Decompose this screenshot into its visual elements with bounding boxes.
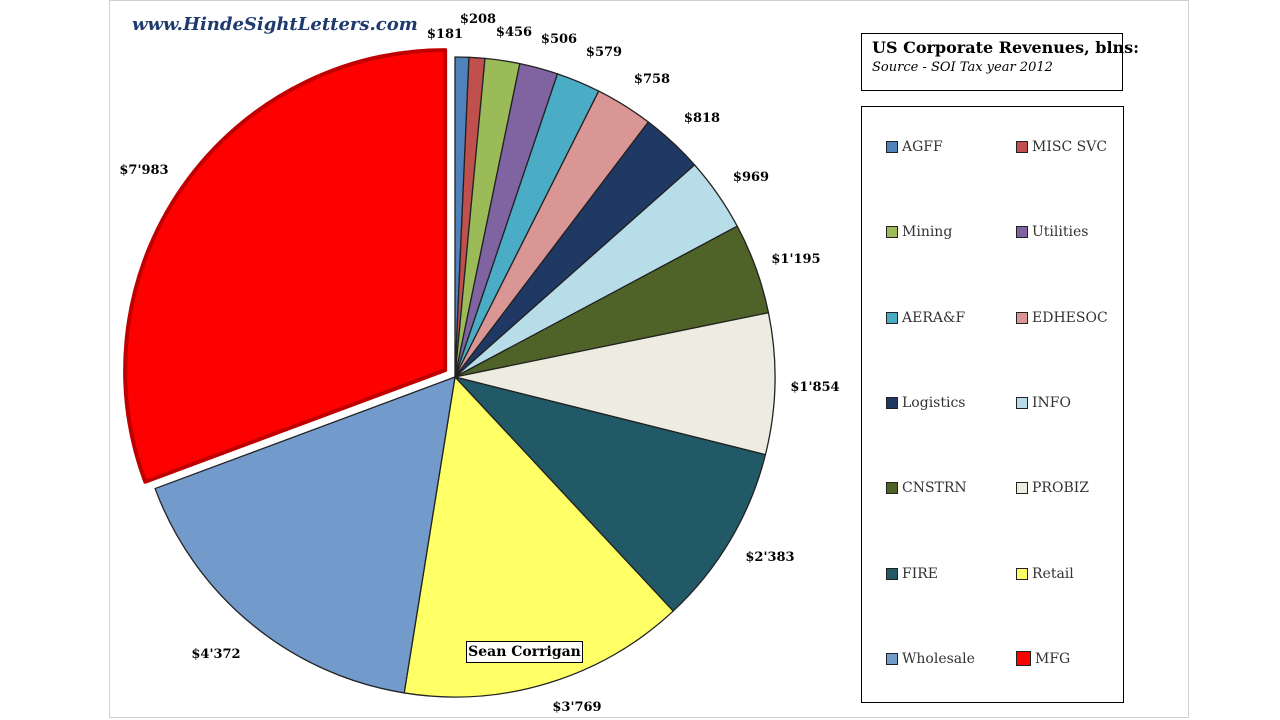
legend-swatch xyxy=(1016,141,1028,153)
legend-swatch xyxy=(1016,226,1028,239)
legend-label: MISC SVC xyxy=(1032,139,1108,155)
pie-slice-retail xyxy=(403,376,674,698)
chart-title-box: US Corporate Revenues, blns: Source - SO… xyxy=(861,33,1140,91)
legend-swatch xyxy=(1016,482,1028,495)
legend-item-mining: Mining xyxy=(886,224,952,240)
legend: AGFF MISC SVC Mining Utilities AERA&F EDHESOC… xyxy=(861,106,1124,703)
pie-slice-wholesale xyxy=(154,376,456,694)
chart-title: US Corporate Revenues, blns: xyxy=(872,38,1140,57)
slice-label-wholesale: $4'372 xyxy=(191,647,240,662)
legend-item-fire: FIRE xyxy=(886,566,938,582)
chart-frame xyxy=(109,0,1189,718)
slice-label-probiz: $1'854 xyxy=(790,380,839,395)
legend-label: Wholesale xyxy=(902,650,975,667)
legend-label: INFO xyxy=(1032,394,1071,411)
legend-item-agff: AGFF xyxy=(886,139,943,155)
pie-slice-fire xyxy=(454,376,767,612)
legend-swatch xyxy=(886,567,898,580)
pie-slice-mfg xyxy=(123,48,448,484)
slice-label-retail: $3'769 xyxy=(552,700,601,715)
legend-item-edhesoc: EDHESOC xyxy=(1016,310,1108,326)
legend-item-cnstrn: CNSTRN xyxy=(886,480,967,496)
slice-label-mining: $456 xyxy=(496,25,532,40)
legend-swatch xyxy=(1016,567,1028,580)
legend-item-probiz: PROBIZ xyxy=(1016,480,1089,496)
legend-swatch xyxy=(1016,311,1028,324)
slice-label-cnstrn: $1'195 xyxy=(771,252,820,267)
legend-label: Retail xyxy=(1032,565,1074,582)
legend-item-misc-svc: MISC SVC xyxy=(1016,139,1107,155)
legend-item-info: INFO xyxy=(1016,395,1071,411)
legend-label: AGFF xyxy=(902,139,943,155)
legend-item-retail: Retail xyxy=(1016,566,1074,582)
legend-item-logistics: Logistics xyxy=(886,395,965,411)
chart-subtitle: Source - SOI Tax year 2012 xyxy=(872,60,1053,75)
slice-label-info: $969 xyxy=(733,170,769,185)
legend-swatch xyxy=(886,141,898,153)
slice-label-edhesoc: $758 xyxy=(634,72,670,87)
legend-item-wholesale: Wholesale xyxy=(886,651,975,667)
slice-label-logistics: $818 xyxy=(684,111,720,126)
legend-swatch xyxy=(886,482,898,495)
slice-label-agff: $181 xyxy=(427,27,463,42)
author-label: Sean Corrigan xyxy=(466,641,583,663)
slice-label-misc-svc: $208 xyxy=(460,12,496,27)
legend-swatch xyxy=(1016,651,1031,667)
legend-swatch xyxy=(886,226,898,239)
legend-swatch xyxy=(886,311,898,324)
legend-label: Utilities xyxy=(1032,224,1089,241)
slice-label-aera-f: $579 xyxy=(586,45,622,60)
legend-item-utilities: Utilities xyxy=(1016,224,1088,240)
watermark: www.HindeSightLetters.com xyxy=(132,14,418,35)
legend-label: PROBIZ xyxy=(1032,480,1089,497)
legend-label: AERA&F xyxy=(902,309,966,326)
legend-label: Logistics xyxy=(902,394,966,411)
legend-item-mfg: MFG xyxy=(1016,651,1070,667)
legend-swatch xyxy=(886,652,898,665)
legend-swatch xyxy=(886,396,898,409)
slice-label-fire: $2'383 xyxy=(745,550,794,565)
legend-label: MFG xyxy=(1035,650,1071,667)
legend-label: CNSTRN xyxy=(902,480,967,497)
legend-label: EDHESOC xyxy=(1032,309,1108,326)
legend-item-aera-f: AERA&F xyxy=(886,310,965,326)
legend-label: FIRE xyxy=(902,565,939,582)
legend-label: Mining xyxy=(902,224,953,241)
pie-slice-probiz xyxy=(454,312,776,456)
legend-swatch xyxy=(1016,396,1028,409)
slice-label-mfg: $7'983 xyxy=(119,163,168,178)
slice-label-utilities: $506 xyxy=(541,32,577,47)
